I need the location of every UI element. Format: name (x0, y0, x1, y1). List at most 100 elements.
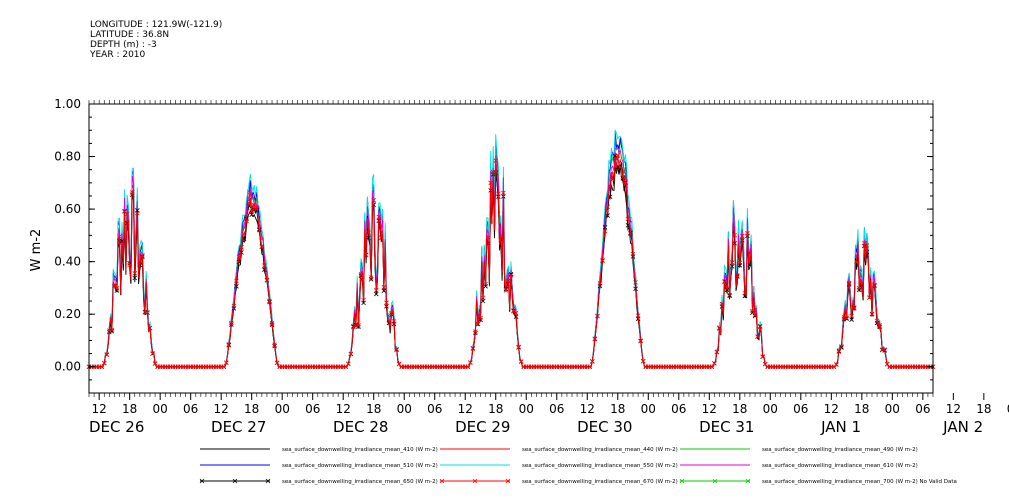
series-marker (361, 297, 366, 303)
longitude-text: LONGITUDE : 121.9W(-121.9) (90, 20, 223, 30)
x-hour-label: 06 (549, 402, 564, 416)
series-marker (506, 278, 511, 283)
series-marker (480, 295, 486, 301)
series-marker (346, 361, 351, 367)
legend-label-7: sea_surface_downwelling_irradiance_mean_… (522, 479, 678, 485)
series-marker (724, 286, 730, 291)
x-hour-label: 00 (397, 402, 412, 416)
x-hour-label: 06 (183, 402, 198, 416)
series-marker (839, 344, 844, 349)
series-marker (236, 254, 242, 259)
series-marker (595, 313, 600, 319)
series-line-7 (89, 155, 933, 368)
series-marker (244, 218, 249, 224)
series-marker (493, 158, 499, 164)
x-date-label: DEC 27 (211, 418, 266, 436)
series-marker (727, 293, 732, 299)
series-marker (249, 209, 254, 214)
series-layer (86, 129, 936, 370)
series-marker (389, 310, 394, 316)
series-marker (592, 336, 598, 341)
legend-label-2: sea_surface_downwelling_irradiance_mean_… (762, 447, 918, 453)
series-marker (473, 329, 478, 334)
series-marker (750, 308, 755, 314)
x-hour-label: 18 (488, 402, 503, 416)
series-marker (117, 234, 122, 239)
legend: sea_surface_downwelling_irradiance_mean_… (199, 447, 957, 485)
series-marker (719, 301, 725, 307)
x-hour-label: 18 (610, 402, 625, 416)
series-marker (752, 312, 758, 318)
series-marker (747, 257, 753, 262)
series-marker (834, 362, 839, 367)
legend-marker (745, 478, 751, 484)
series-marker (269, 320, 275, 326)
x-date-label: DEC 31 (699, 418, 754, 436)
series-marker (615, 153, 621, 158)
plot-frame (88, 103, 934, 394)
axis-layer: 0.00 0.20 0.40 0.60 0.80 1.00 12 18 00 06 12 18 00 06… (54, 97, 1009, 436)
series-marker (877, 323, 882, 328)
series-marker (757, 324, 763, 330)
series-marker (246, 200, 252, 206)
series-marker (620, 174, 626, 180)
x-hour-label: 12 (336, 402, 351, 416)
x-hour-label: 12 (580, 402, 595, 416)
series-marker (623, 179, 628, 184)
series-marker (223, 360, 229, 366)
series-marker (600, 258, 605, 263)
series-marker (844, 316, 849, 321)
series-marker (104, 352, 110, 357)
series-marker (114, 286, 120, 291)
x-hour-label: 06 (427, 402, 442, 416)
series-marker (221, 364, 227, 370)
series-marker (490, 169, 496, 175)
series-marker (124, 211, 130, 217)
x-hour-label: 06 (671, 402, 686, 416)
x-hour-label: 00 (885, 402, 900, 416)
series-marker (635, 313, 641, 318)
series-marker (849, 317, 854, 322)
x-date-label: DEC 26 (89, 418, 144, 436)
y-tick-label: 0.60 (54, 202, 81, 216)
series-marker (137, 260, 143, 266)
depth-text: DEPTH (m) : -3 (90, 40, 157, 50)
series-line-6 (89, 155, 933, 368)
series-marker (485, 235, 491, 240)
series-marker (516, 344, 521, 350)
series-marker (737, 260, 743, 266)
series-marker (262, 267, 267, 272)
series-marker (274, 360, 280, 366)
series-marker (470, 346, 476, 351)
series-marker (480, 298, 486, 304)
series-marker (869, 311, 875, 317)
legend-label-1: sea_surface_downwelling_irradiance_mean_… (522, 447, 678, 453)
series-marker (239, 244, 244, 250)
series-marker (628, 231, 633, 237)
series-marker (140, 253, 145, 258)
series-marker (602, 228, 608, 234)
series-marker (714, 349, 720, 355)
series-marker (740, 233, 745, 239)
legend-label-4: sea_surface_downwelling_irradiance_mean_… (522, 463, 678, 469)
series-marker (241, 231, 247, 237)
series-marker (358, 271, 364, 277)
series-marker (745, 230, 750, 236)
series-marker (119, 238, 125, 244)
legend-label-6: sea_surface_downwelling_irradiance_mean_… (282, 479, 438, 485)
series-marker (630, 251, 636, 257)
series-marker (742, 290, 748, 296)
series-marker (254, 205, 260, 210)
series-marker (348, 351, 354, 357)
y-tick-label: 0.00 (54, 360, 81, 374)
series-marker (864, 243, 870, 248)
y-tick-label: 0.80 (54, 150, 81, 164)
x-hour-label: 18 (976, 402, 991, 416)
series-marker (132, 275, 138, 281)
series-marker (475, 321, 481, 327)
series-marker (849, 313, 854, 319)
x-hour-label: 06 (915, 402, 930, 416)
y-axis-label: W m-2 (29, 229, 44, 272)
series-marker (864, 249, 870, 255)
